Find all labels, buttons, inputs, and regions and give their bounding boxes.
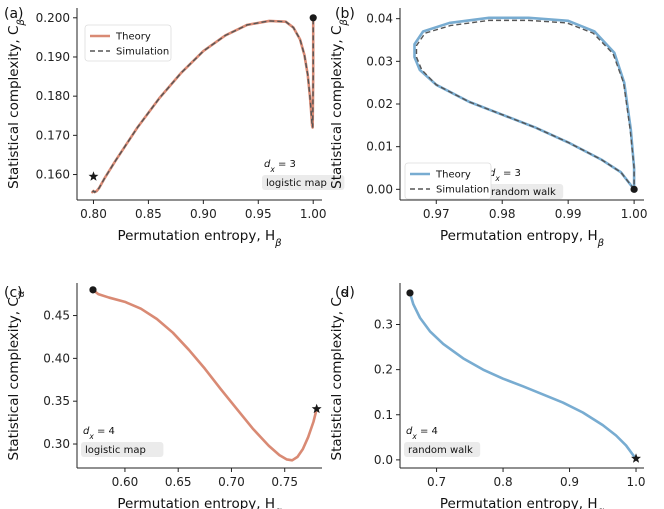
x-tick-label: 1.0	[626, 475, 645, 489]
x-axis-label: Permutation entropy, Hβ	[440, 228, 605, 249]
theory-line	[91, 288, 318, 462]
panel-label: (a)	[4, 6, 24, 22]
panel-label: (b)	[335, 6, 355, 22]
end-star-marker	[631, 453, 641, 463]
theory-line	[408, 291, 638, 461]
y-tick-label: 0.0	[374, 453, 393, 467]
y-tick-label: 0.1	[374, 408, 393, 422]
legend-simulation-label: Simulation	[436, 185, 489, 196]
x-tick-label: 0.80	[80, 207, 107, 221]
legend-simulation-label: Simulation	[116, 47, 169, 58]
panel-c: (c) 0.60 0.65 0.70 0.75 0.30 0.35 0.40 0.45 Permu…	[4, 283, 322, 509]
y-tick-label: 0.02	[366, 97, 393, 111]
map-tag-label: random walk	[408, 445, 473, 456]
panel-b: (b) 0.97 0.98 0.99 1.00 0.00 0.01 0.02 0.03 0.04 P…	[329, 6, 647, 249]
y-tick-label: 0.160	[36, 168, 70, 182]
x-tick-label: 0.90	[190, 207, 217, 221]
map-tag-background	[81, 442, 164, 457]
x-tick-label: 0.95	[245, 207, 272, 221]
y-tick-label: 0.2	[374, 363, 393, 377]
start-point-marker	[89, 286, 97, 294]
y-tick-label: 0.03	[366, 54, 393, 68]
y-tick-label: 0.180	[36, 89, 70, 103]
y-tick-label: 0.40	[43, 351, 70, 365]
y-tick-label: 0.00	[366, 182, 393, 196]
simulation-line	[91, 17, 314, 194]
x-tick-label: 0.97	[423, 207, 450, 221]
x-tick-label: 0.8	[494, 475, 513, 489]
legend-theory-label: Theory	[435, 170, 471, 181]
start-point-marker	[630, 185, 638, 193]
start-point-marker	[309, 14, 317, 22]
x-tick-label: 1.00	[621, 207, 648, 221]
x-tick-label: 0.99	[555, 207, 582, 221]
x-tick-label: 1.00	[300, 207, 327, 221]
y-axis-label: Statistical complexity, Cα	[329, 290, 350, 460]
map-tag-background	[487, 184, 564, 199]
panel-label: (d)	[335, 285, 355, 301]
map-tag-label: random walk	[491, 187, 556, 198]
x-axis-label: Permutation entropy, Hα	[440, 496, 605, 509]
dx-annotation: dx = 4	[83, 426, 115, 441]
y-tick-label: 0.45	[43, 309, 70, 323]
y-axis-label: Statistical complexity, Cα	[6, 290, 27, 460]
legend-box	[84, 24, 172, 62]
x-tick-label: 0.85	[135, 207, 162, 221]
x-tick-label: 0.75	[271, 475, 298, 489]
x-tick-label: 0.9	[560, 475, 579, 489]
y-tick-label: 0.01	[366, 140, 393, 154]
map-tag-background	[262, 175, 345, 190]
x-tick-label: 0.65	[165, 475, 192, 489]
y-tick-label: 0.170	[36, 128, 70, 142]
y-axis-label: Statistical complexity, Cβ	[329, 19, 350, 189]
map-tag-label: logistic map	[85, 445, 146, 456]
x-tick-label: 0.98	[489, 207, 516, 221]
panel-a: (a) 0.80 0.85 0.90 0.95 1.00 0.160 0.170 0.180 0.…	[4, 6, 345, 249]
legend-theory-label: Theory	[115, 32, 151, 43]
y-tick-label: 0.200	[36, 11, 70, 25]
y-tick-label: 0.35	[43, 394, 70, 408]
start-point-marker	[406, 289, 414, 297]
panel-d: (d) 0.7 0.8 0.9 1.0 0.0 0.1 0.2 0.3 Permutation e…	[329, 283, 646, 509]
y-tick-label: 0.04	[366, 12, 393, 26]
x-axis-label: Permutation entropy, Hα	[117, 496, 282, 509]
y-axis-label: Statistical complexity, Cβ	[6, 19, 27, 189]
x-tick-label: 0.70	[218, 475, 245, 489]
y-tick-label: 0.3	[374, 318, 393, 332]
simulation-line	[415, 19, 635, 190]
dx-annotation: dx = 3	[264, 159, 296, 174]
map-tag-background	[404, 442, 481, 457]
dx-annotation: dx = 3	[489, 168, 521, 183]
x-axis-label: Permutation entropy, Hβ	[117, 228, 282, 249]
y-tick-label: 0.190	[36, 50, 70, 64]
x-tick-label: 0.60	[112, 475, 139, 489]
dx-annotation: dx = 4	[406, 426, 438, 441]
end-star-marker	[88, 171, 99, 181]
panel-label: (c)	[4, 285, 23, 301]
legend-box	[404, 162, 492, 200]
end-star-marker	[311, 403, 322, 414]
x-tick-label: 0.7	[427, 475, 446, 489]
y-tick-label: 0.30	[43, 437, 70, 451]
map-tag-label: logistic map	[266, 178, 327, 189]
